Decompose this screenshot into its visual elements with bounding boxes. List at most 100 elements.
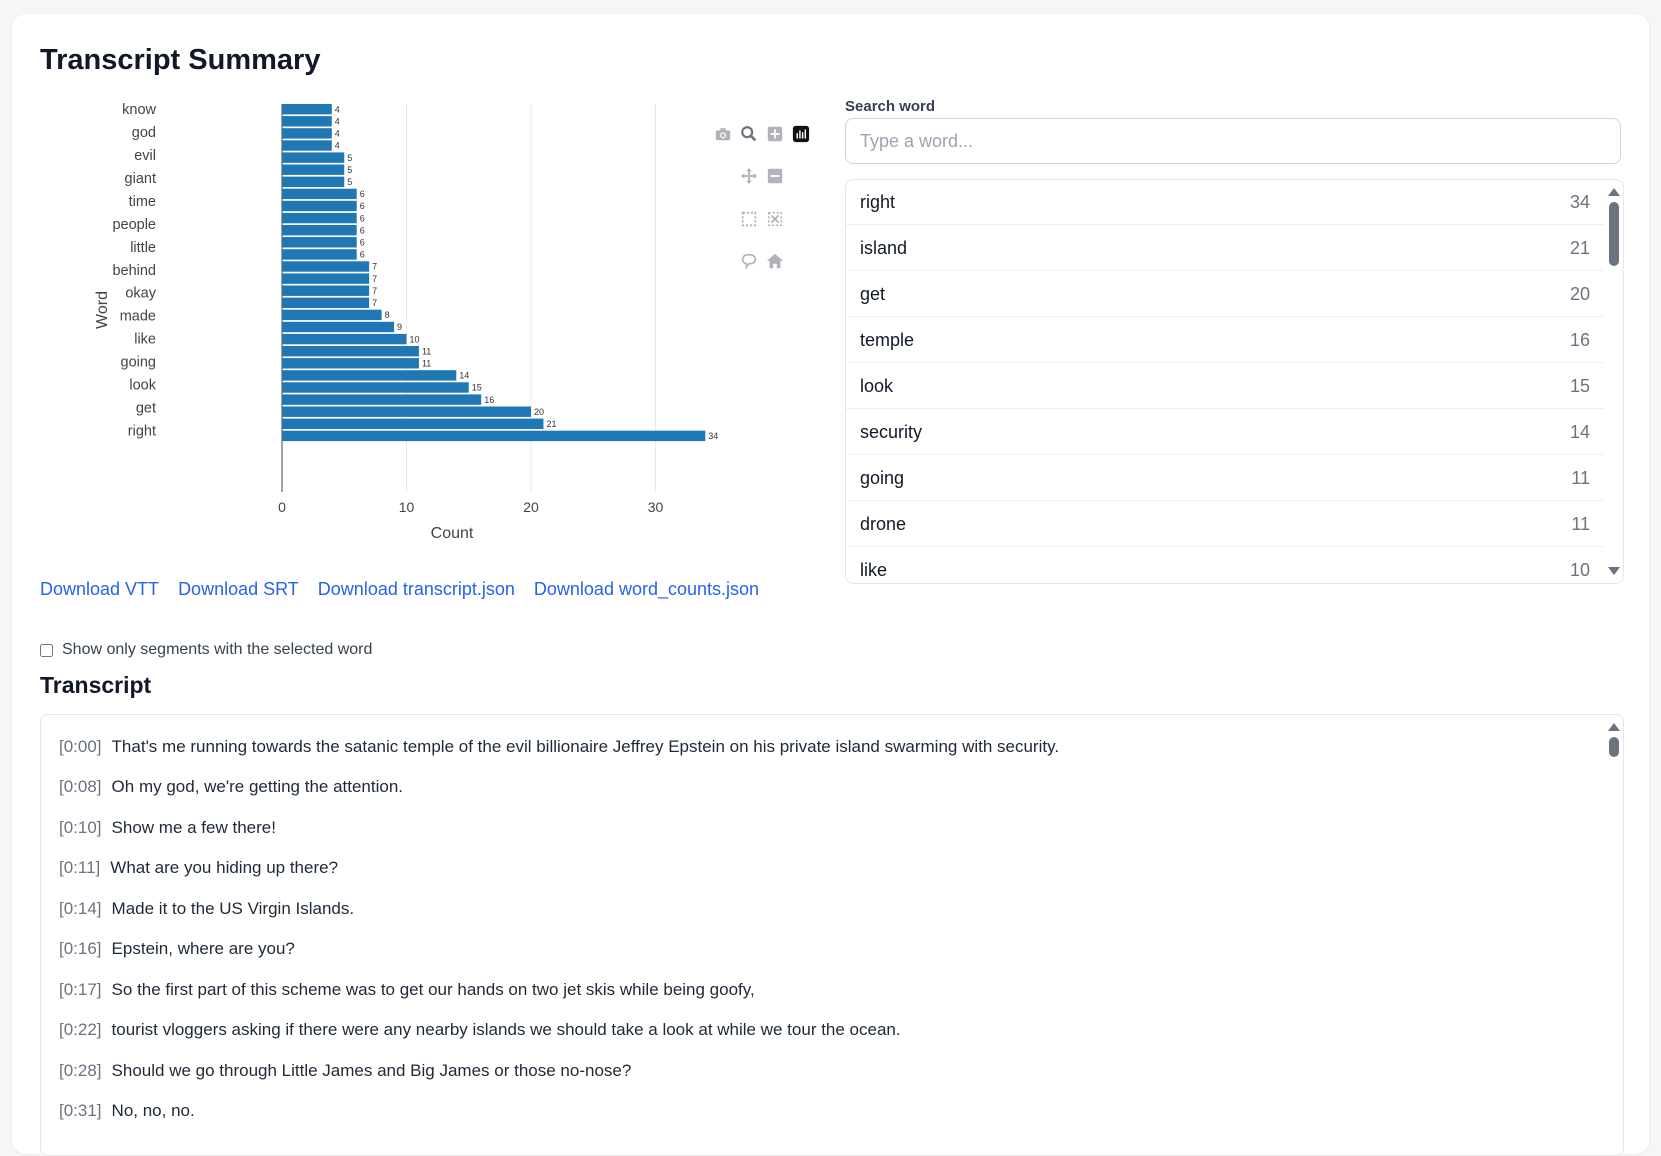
list-item[interactable]: temple 16 [846, 318, 1604, 363]
bar-value-label: 5 [347, 153, 352, 163]
zoom-icon[interactable] [739, 124, 759, 144]
bar-value-label: 4 [335, 141, 340, 151]
list-item[interactable]: look 15 [846, 364, 1604, 409]
autoscale-icon[interactable] [765, 209, 785, 229]
segment-timestamp[interactable]: [0:14] [59, 899, 102, 918]
y-tick-label: evil [134, 148, 156, 164]
y-tick-label: made [120, 309, 156, 325]
transcript-segment[interactable]: [0:16] Epstein, where are you? [59, 939, 295, 959]
transcript-heading: Transcript [40, 672, 152, 698]
segment-text: What are you hiding up there? [110, 858, 339, 877]
list-item[interactable]: island 21 [846, 226, 1604, 271]
bar-value-label: 6 [360, 238, 365, 248]
download-srt-link[interactable]: Download SRT [178, 579, 299, 599]
search-input[interactable] [845, 118, 1621, 164]
y-tick-label: know [122, 102, 156, 118]
scroll-down-icon[interactable] [1608, 567, 1620, 575]
transcript-panel[interactable]: [0:00] That's me running towards the sata… [40, 714, 1624, 1156]
bar [282, 116, 332, 127]
transcript-segment[interactable]: [0:10] Show me a few there! [59, 818, 276, 838]
word-count-list[interactable]: right 34 island 21 get 20 temple 16 look 15 s… [845, 179, 1624, 584]
transcript-segment[interactable]: [0:31] No, no, no. [59, 1101, 195, 1121]
segment-timestamp[interactable]: [0:22] [59, 1020, 102, 1039]
transcript-segment[interactable]: [0:08] Oh my god, we're getting the atten… [59, 777, 403, 797]
list-item[interactable]: security 14 [846, 410, 1604, 455]
word-label: drone [860, 513, 907, 534]
plotly-logo-icon[interactable] [791, 124, 811, 144]
bar-value-label: 14 [459, 371, 469, 381]
y-tick-label: right [128, 423, 156, 439]
list-item[interactable]: drone 11 [846, 502, 1604, 547]
download-links: Download VTT Download SRT Download trans… [40, 579, 759, 600]
word-list-scrollbar[interactable] [1605, 180, 1623, 583]
scrollbar-thumb[interactable] [1609, 202, 1619, 266]
segment-timestamp[interactable]: [0:10] [59, 818, 102, 837]
bar [282, 237, 357, 248]
y-tick-label: little [130, 240, 156, 256]
segment-filter-label: Show only segments with the selected wor… [62, 641, 373, 658]
x-tick-label: 0 [278, 499, 286, 515]
bar-value-label: 7 [372, 262, 377, 272]
box-select-icon[interactable] [739, 209, 759, 229]
camera-icon[interactable] [713, 124, 733, 144]
transcript-segment[interactable]: [0:11] What are you hiding up there? [59, 858, 338, 878]
segment-timestamp[interactable]: [0:28] [59, 1061, 102, 1080]
bar-value-label: 7 [372, 274, 377, 284]
download-transcript-json-link[interactable]: Download transcript.json [317, 579, 515, 599]
word-count: 20 [1569, 283, 1590, 304]
scroll-up-icon[interactable] [1608, 723, 1620, 731]
bar [282, 309, 382, 321]
zoom-out-icon[interactable] [765, 166, 785, 186]
segment-timestamp[interactable]: [0:08] [59, 777, 102, 796]
segment-timestamp[interactable]: [0:31] [59, 1101, 102, 1120]
download-word-counts-json-link[interactable]: Download word_counts.json [533, 579, 760, 599]
word-count: 21 [1569, 237, 1590, 258]
bar [282, 104, 332, 115]
transcript-segment[interactable]: [0:14] Made it to the US Virgin Islands. [59, 899, 354, 919]
y-tick-label: going [121, 355, 156, 371]
bar-value-label: 6 [360, 250, 365, 260]
y-tick-label: get [136, 400, 156, 416]
download-vtt-link[interactable]: Download VTT [40, 579, 160, 599]
list-item[interactable]: get 20 [846, 272, 1604, 317]
bar-value-label: 6 [360, 213, 365, 223]
segment-filter[interactable]: Show only segments with the selected wor… [40, 641, 372, 659]
list-item[interactable]: like 10 [846, 548, 1604, 583]
x-axis-title: Count [431, 525, 474, 542]
segment-filter-checkbox[interactable] [40, 643, 53, 657]
word-label: like [860, 559, 888, 580]
bar-value-label: 6 [360, 201, 365, 211]
word-label: right [860, 191, 896, 212]
pan-icon[interactable] [739, 166, 759, 186]
y-axis-title: Word [94, 291, 111, 329]
list-item[interactable]: going 11 [846, 456, 1604, 501]
bar [282, 212, 357, 224]
bar [282, 273, 370, 284]
bar [282, 285, 370, 296]
bar-value-label: 20 [534, 407, 544, 417]
hover-icon[interactable] [739, 251, 759, 271]
home-icon[interactable] [765, 251, 785, 271]
transcript-segment[interactable]: [0:28] Should we go through Little James … [59, 1061, 631, 1081]
x-tick-label: 10 [399, 499, 415, 515]
transcript-segment[interactable]: [0:22] tourist vloggers asking if there w… [59, 1020, 901, 1040]
scrollbar-thumb[interactable] [1609, 737, 1619, 757]
transcript-segment[interactable]: [0:17] So the first part of this scheme w… [59, 980, 755, 1000]
segment-timestamp[interactable]: [0:17] [59, 980, 102, 999]
transcript-scrollbar[interactable] [1605, 715, 1623, 1155]
transcript-segment[interactable]: [0:00] That's me running towards the sata… [59, 737, 1059, 757]
segment-timestamp[interactable]: [0:00] [59, 737, 102, 756]
segment-timestamp[interactable]: [0:16] [59, 939, 102, 958]
bar [282, 358, 419, 369]
bar [282, 321, 395, 333]
segment-text: So the first part of this scheme was to … [111, 980, 755, 999]
segment-text: Made it to the US Virgin Islands. [111, 899, 355, 918]
scroll-up-icon[interactable] [1608, 188, 1620, 196]
bar-value-label: 7 [372, 286, 377, 296]
zoom-in-icon[interactable] [765, 124, 785, 144]
chart-svg[interactable]: 4444555666666777789101111141516202134kno… [40, 96, 830, 580]
bar-value-label: 4 [335, 117, 340, 127]
list-item[interactable]: right 34 [846, 180, 1604, 225]
segment-timestamp[interactable]: [0:11] [59, 858, 101, 877]
search-label: Search word [845, 98, 936, 115]
